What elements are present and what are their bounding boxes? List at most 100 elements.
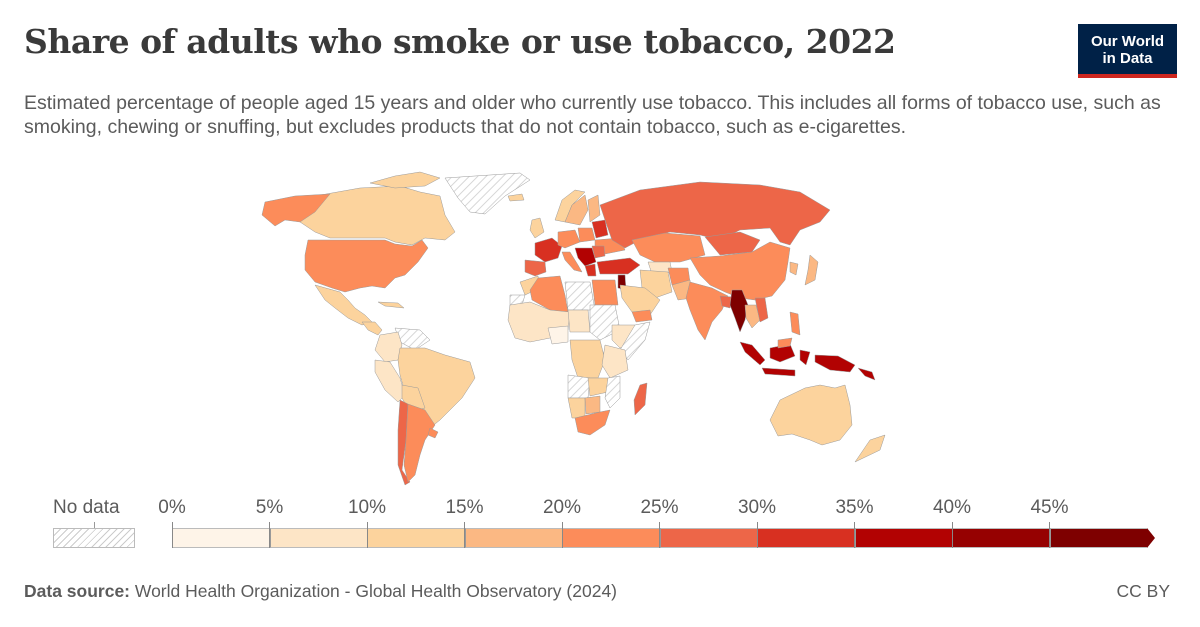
legend-arrow-icon [1147, 528, 1155, 548]
country-central-america[interactable] [361, 321, 383, 336]
country-indonesia-java[interactable] [761, 367, 796, 377]
country-chad[interactable] [567, 309, 591, 333]
legend-no-data-label: No data [53, 497, 120, 518]
country-korea[interactable] [789, 261, 799, 276]
legend-tick-10: 10% [347, 497, 387, 518]
country-namibia[interactable] [567, 397, 586, 419]
country-malaysia-borneo[interactable] [777, 337, 793, 349]
legend-tickmark [172, 522, 173, 548]
country-romania[interactable] [591, 245, 606, 259]
country-italy[interactable] [561, 251, 583, 273]
world-map[interactable] [0, 165, 1200, 495]
country-drc[interactable] [569, 339, 606, 379]
legend-tickmark [269, 522, 270, 548]
country-china[interactable] [689, 241, 791, 301]
country-uk[interactable] [529, 217, 545, 239]
country-botswana[interactable] [584, 395, 601, 415]
country-mozambique[interactable] [604, 375, 621, 409]
legend-no-data-tick [94, 522, 95, 528]
country-zambia[interactable] [587, 377, 609, 397]
legend-tickmark [757, 522, 758, 548]
legend-tickmark [562, 522, 563, 548]
legend-tickmark [659, 522, 660, 548]
country-canada-islands[interactable] [369, 171, 441, 189]
legend-tick-15: 15% [445, 497, 484, 518]
country-australia[interactable] [769, 384, 853, 446]
logo-line-2: in Data [1102, 50, 1153, 67]
country-vietnam[interactable] [754, 297, 769, 323]
country-argentina[interactable] [403, 403, 436, 483]
country-greece[interactable] [584, 263, 597, 277]
data-source: Data source: World Health Organization -… [24, 581, 617, 602]
country-brazil[interactable] [397, 347, 476, 429]
country-south-africa[interactable] [574, 409, 611, 436]
country-new-zealand[interactable] [854, 434, 886, 463]
legend-color-bins [172, 528, 1155, 548]
country-greenland[interactable] [444, 172, 531, 215]
country-japan[interactable] [804, 254, 819, 286]
legend-bin-10-15[interactable] [367, 528, 465, 548]
country-philippines[interactable] [789, 311, 801, 336]
country-canada[interactable] [299, 185, 456, 246]
legend-tick-45: 45% [1030, 497, 1069, 518]
country-belarus[interactable] [591, 219, 609, 239]
country-yemen[interactable] [631, 309, 653, 323]
country-angola[interactable] [567, 374, 591, 399]
country-cuba[interactable] [377, 301, 405, 309]
country-madagascar[interactable] [633, 382, 648, 416]
legend-tick-20: 20% [542, 497, 582, 518]
country-poland[interactable] [577, 227, 596, 243]
legend-tick-40: 40% [932, 497, 972, 518]
legend-bin-25-30[interactable] [659, 528, 757, 548]
legend-bin-20-25[interactable] [562, 528, 660, 548]
country-india[interactable] [685, 281, 729, 341]
legend-bin-35-40[interactable] [854, 528, 952, 548]
legend-tickmark [464, 522, 465, 548]
country-myanmar[interactable] [729, 289, 749, 333]
legend-tick-35: 35% [835, 497, 874, 518]
country-mongolia[interactable] [704, 231, 761, 256]
country-balkans[interactable] [574, 247, 597, 267]
country-nigeria[interactable] [547, 325, 569, 345]
legend-bin-30-35[interactable] [757, 528, 855, 548]
country-peru[interactable] [374, 359, 406, 403]
country-indonesia-sumatra[interactable] [739, 341, 766, 366]
legend-tick-0: 0% [158, 497, 186, 518]
country-germany[interactable] [557, 229, 581, 249]
legend-bin-45-plus[interactable] [1049, 528, 1147, 548]
country-sweden[interactable] [564, 194, 589, 226]
country-east-africa[interactable] [601, 344, 629, 379]
data-source-link[interactable]: World Health Organization - Global Healt… [130, 581, 617, 601]
country-finland[interactable] [587, 194, 601, 223]
legend-tick-30: 30% [737, 497, 777, 518]
country-spain[interactable] [524, 259, 547, 277]
legend-tickmark [367, 522, 368, 548]
legend-tick-5: 5% [255, 497, 284, 518]
country-bangladesh[interactable] [719, 295, 733, 309]
license-link[interactable]: CC BY [1116, 581, 1170, 601]
country-france[interactable] [534, 237, 563, 263]
legend-tickmark [854, 522, 855, 548]
owid-logo[interactable]: Our World in Data [1078, 24, 1177, 78]
country-uruguay[interactable] [427, 427, 439, 439]
country-russia[interactable] [599, 181, 831, 249]
country-solomon[interactable] [857, 367, 876, 381]
country-papua[interactable] [814, 354, 856, 373]
country-indonesia-sulawesi[interactable] [799, 349, 811, 366]
country-thailand[interactable] [744, 304, 761, 329]
country-turkey[interactable] [596, 257, 641, 275]
country-iceland[interactable] [507, 193, 525, 202]
legend-bin-15-20[interactable] [464, 528, 562, 548]
chart-subtitle: Estimated percentage of people aged 15 y… [24, 92, 1161, 138]
legend-bin-0-5[interactable] [172, 528, 270, 548]
data-source-label: Data source: [24, 581, 131, 601]
legend-bin-40-45[interactable] [952, 528, 1050, 548]
country-usa[interactable] [304, 239, 429, 293]
logo-line-1: Our World [1090, 33, 1165, 50]
country-somalia[interactable] [619, 321, 651, 361]
country-colombia[interactable] [374, 331, 403, 363]
legend-no-data-swatch[interactable] [53, 528, 135, 548]
legend-bin-5-10[interactable] [269, 528, 367, 548]
country-egypt[interactable] [591, 279, 619, 306]
country-alaska[interactable] [261, 193, 331, 227]
